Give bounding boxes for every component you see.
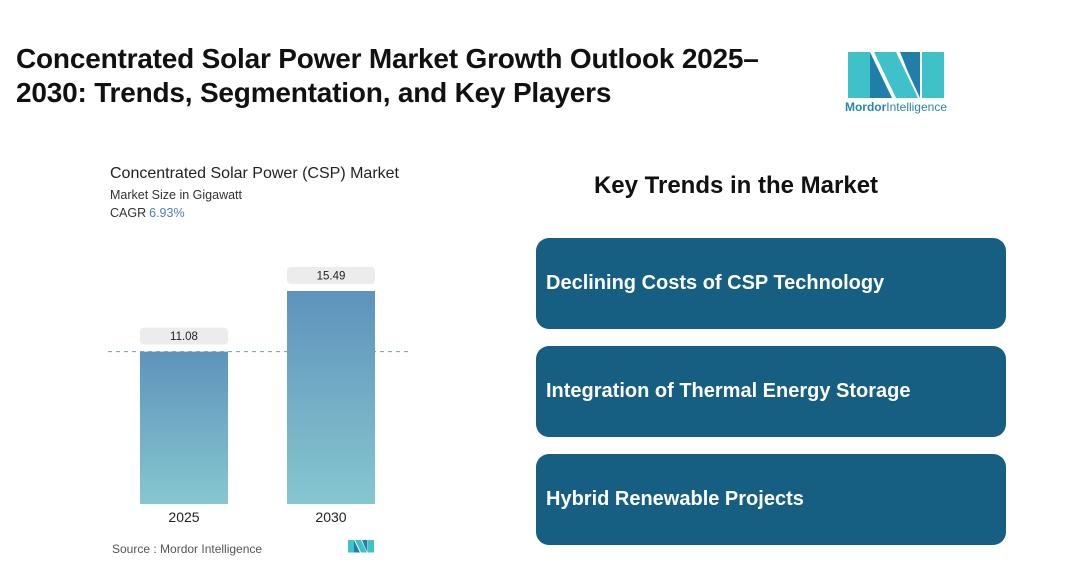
page-title: Concentrated Solar Power Market Growth O… [16,43,759,108]
trend-card-thermal-storage: Integration of Thermal Energy Storage [536,346,1006,437]
trend-card-declining-costs: Declining Costs of CSP Technology [536,238,1006,329]
x-tick-2030: 2030 [315,509,346,525]
data-label-bg-2025 [140,327,228,345]
data-label-2030: 15.49 [317,271,346,283]
mordor-logo-icon [848,52,944,98]
trend-label: Integration of Thermal Energy Storage [546,380,911,402]
data-label-bg-2030 [287,267,375,284]
trend-label: Declining Costs of CSP Technology [546,272,885,294]
trend-label: Hybrid Renewable Projects [546,488,804,510]
mordor-logo: MordorIntelligence [840,44,952,124]
trends-title: Key Trends in the Market [593,172,879,199]
logo-brand-light: Intelligence [886,100,948,114]
bar-chart: 11.08 2025 15.49 2030 [108,267,408,525]
data-label-2025: 11.08 [170,331,198,343]
bar-2025 [140,351,228,504]
cagr-value: 6.93% [149,206,185,220]
mordor-logo-text: MordorIntelligence [840,100,952,114]
chart-source: Source : Mordor Intelligence [112,542,263,556]
chart-title: Concentrated Solar Power (CSP) Market [110,165,399,182]
logo-brand-bold: Mordor [844,100,887,114]
chart-subtitle: Market Size in Gigawatt [110,188,242,202]
cagr-label: CAGR [110,206,147,220]
trend-card-hybrid-projects: Hybrid Renewable Projects [536,454,1006,545]
bar-2030 [287,291,375,504]
cagr-line: CAGR 6.93% [110,206,410,220]
chart-header: Concentrated Solar Power (CSP) Market Ma… [110,164,410,220]
x-tick-2025: 2025 [168,509,199,525]
source-logo-icon [348,540,374,553]
